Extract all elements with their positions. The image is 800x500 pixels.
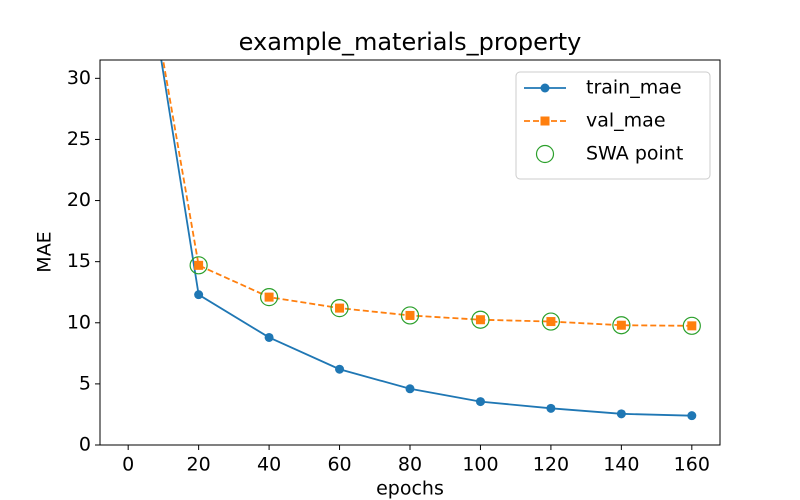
x-tick-label: 100 <box>462 454 498 476</box>
data-point <box>194 260 204 270</box>
x-tick-label: 40 <box>257 454 281 476</box>
data-point <box>546 403 556 413</box>
y-tick-label: 25 <box>67 128 91 150</box>
data-point <box>405 310 415 320</box>
data-point <box>405 384 415 394</box>
legend-box <box>515 71 711 180</box>
data-point <box>475 397 485 407</box>
x-tick-label: 80 <box>398 454 422 476</box>
y-tick-label: 0 <box>79 434 91 456</box>
legend-label: SWA point <box>586 143 683 165</box>
data-point <box>471 310 490 329</box>
data-point <box>687 321 697 331</box>
data-point <box>687 411 697 421</box>
legend-marker <box>540 83 550 93</box>
data-point <box>194 290 204 300</box>
x-axis-label: epochs <box>376 478 444 500</box>
data-point <box>475 315 485 325</box>
x-tick-label: 120 <box>533 454 569 476</box>
x-tick-label: 140 <box>603 454 639 476</box>
y-tick-label: 30 <box>67 67 91 89</box>
data-point <box>264 332 274 342</box>
data-point <box>616 409 626 419</box>
data-point <box>682 316 701 335</box>
data-point <box>616 320 626 330</box>
x-tick-label: 20 <box>187 454 211 476</box>
data-point <box>335 303 345 313</box>
x-tick-label: 160 <box>674 454 710 476</box>
y-tick-label: 5 <box>79 372 91 394</box>
legend-label: train_mae <box>586 77 682 99</box>
x-tick-label: 60 <box>327 454 351 476</box>
y-tick-label: 20 <box>67 189 91 211</box>
chart-title: example_materials_property <box>239 28 582 56</box>
data-point <box>546 317 556 327</box>
data-point <box>264 292 274 302</box>
plot-area <box>160 60 701 421</box>
data-point <box>330 299 349 318</box>
y-axis-label: MAE <box>34 231 56 272</box>
legend-marker <box>535 144 555 164</box>
data-point <box>189 256 208 275</box>
data-point <box>541 312 561 331</box>
data-point <box>400 306 420 325</box>
legend-marker <box>540 116 550 126</box>
y-tick-label: 15 <box>67 250 91 272</box>
legend-label: val_mae <box>586 110 666 132</box>
x-tick-label: 0 <box>122 454 134 476</box>
data-point <box>612 316 631 335</box>
y-tick-label: 10 <box>67 311 91 333</box>
data-point <box>259 288 279 307</box>
data-point <box>335 364 345 374</box>
